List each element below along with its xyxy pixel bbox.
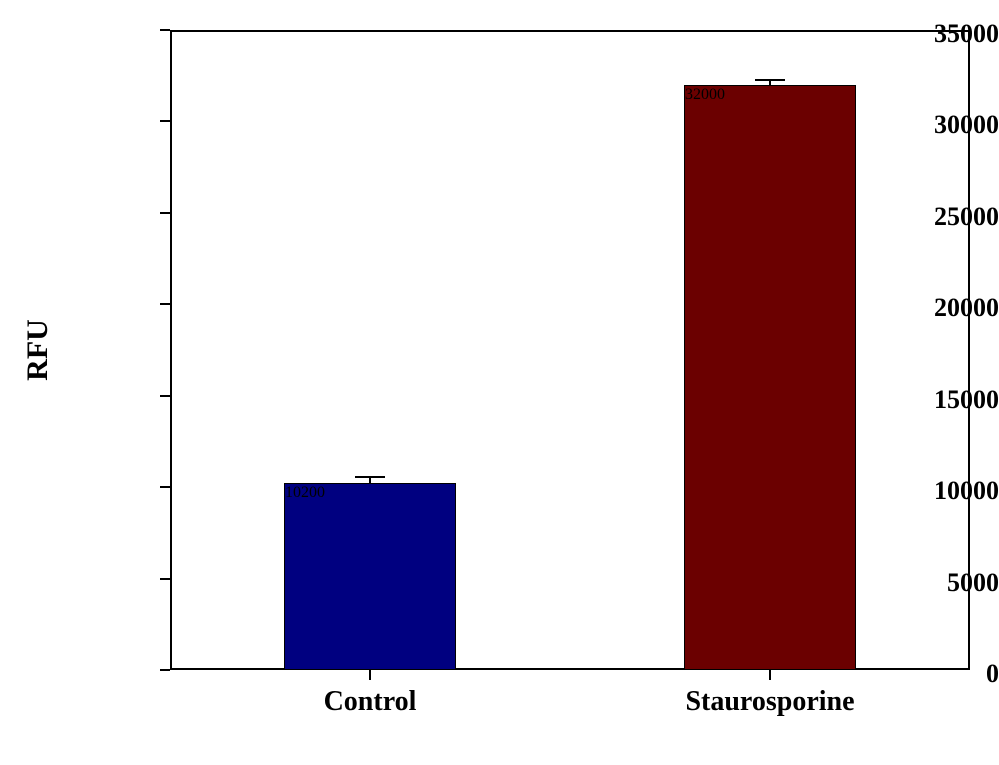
y-tick-label: 30000	[847, 110, 999, 140]
y-tick-label: 20000	[847, 293, 999, 323]
y-axis-title: RFU	[21, 319, 55, 381]
x-tick-mark	[369, 670, 371, 680]
y-tick-mark	[160, 212, 170, 214]
y-tick-label: 0	[847, 659, 999, 689]
y-tick-mark	[160, 303, 170, 305]
y-tick-mark	[160, 120, 170, 122]
y-tick-label: 5000	[847, 568, 999, 598]
bar-chart: 0 5000 10000 15000 20000 25000 30000 35000 RFU Co…	[0, 0, 999, 765]
y-tick-label: 10000	[847, 476, 999, 506]
y-tick-mark	[160, 486, 170, 488]
y-tick-mark	[160, 578, 170, 580]
y-tick-label: 25000	[847, 202, 999, 232]
error-cap	[755, 79, 785, 81]
error-cap	[355, 476, 385, 478]
y-tick-mark	[160, 395, 170, 397]
x-tick-mark	[769, 670, 771, 680]
x-tick-label: Control	[324, 686, 417, 718]
y-tick-mark	[160, 669, 170, 671]
y-tick-label: 35000	[847, 19, 999, 49]
x-tick-label: Staurosporine	[685, 686, 854, 718]
y-tick-mark	[160, 29, 170, 31]
bar-staurosporine: 32000	[684, 85, 856, 670]
bar-control: 10200	[284, 483, 456, 670]
y-tick-label: 15000	[847, 385, 999, 415]
